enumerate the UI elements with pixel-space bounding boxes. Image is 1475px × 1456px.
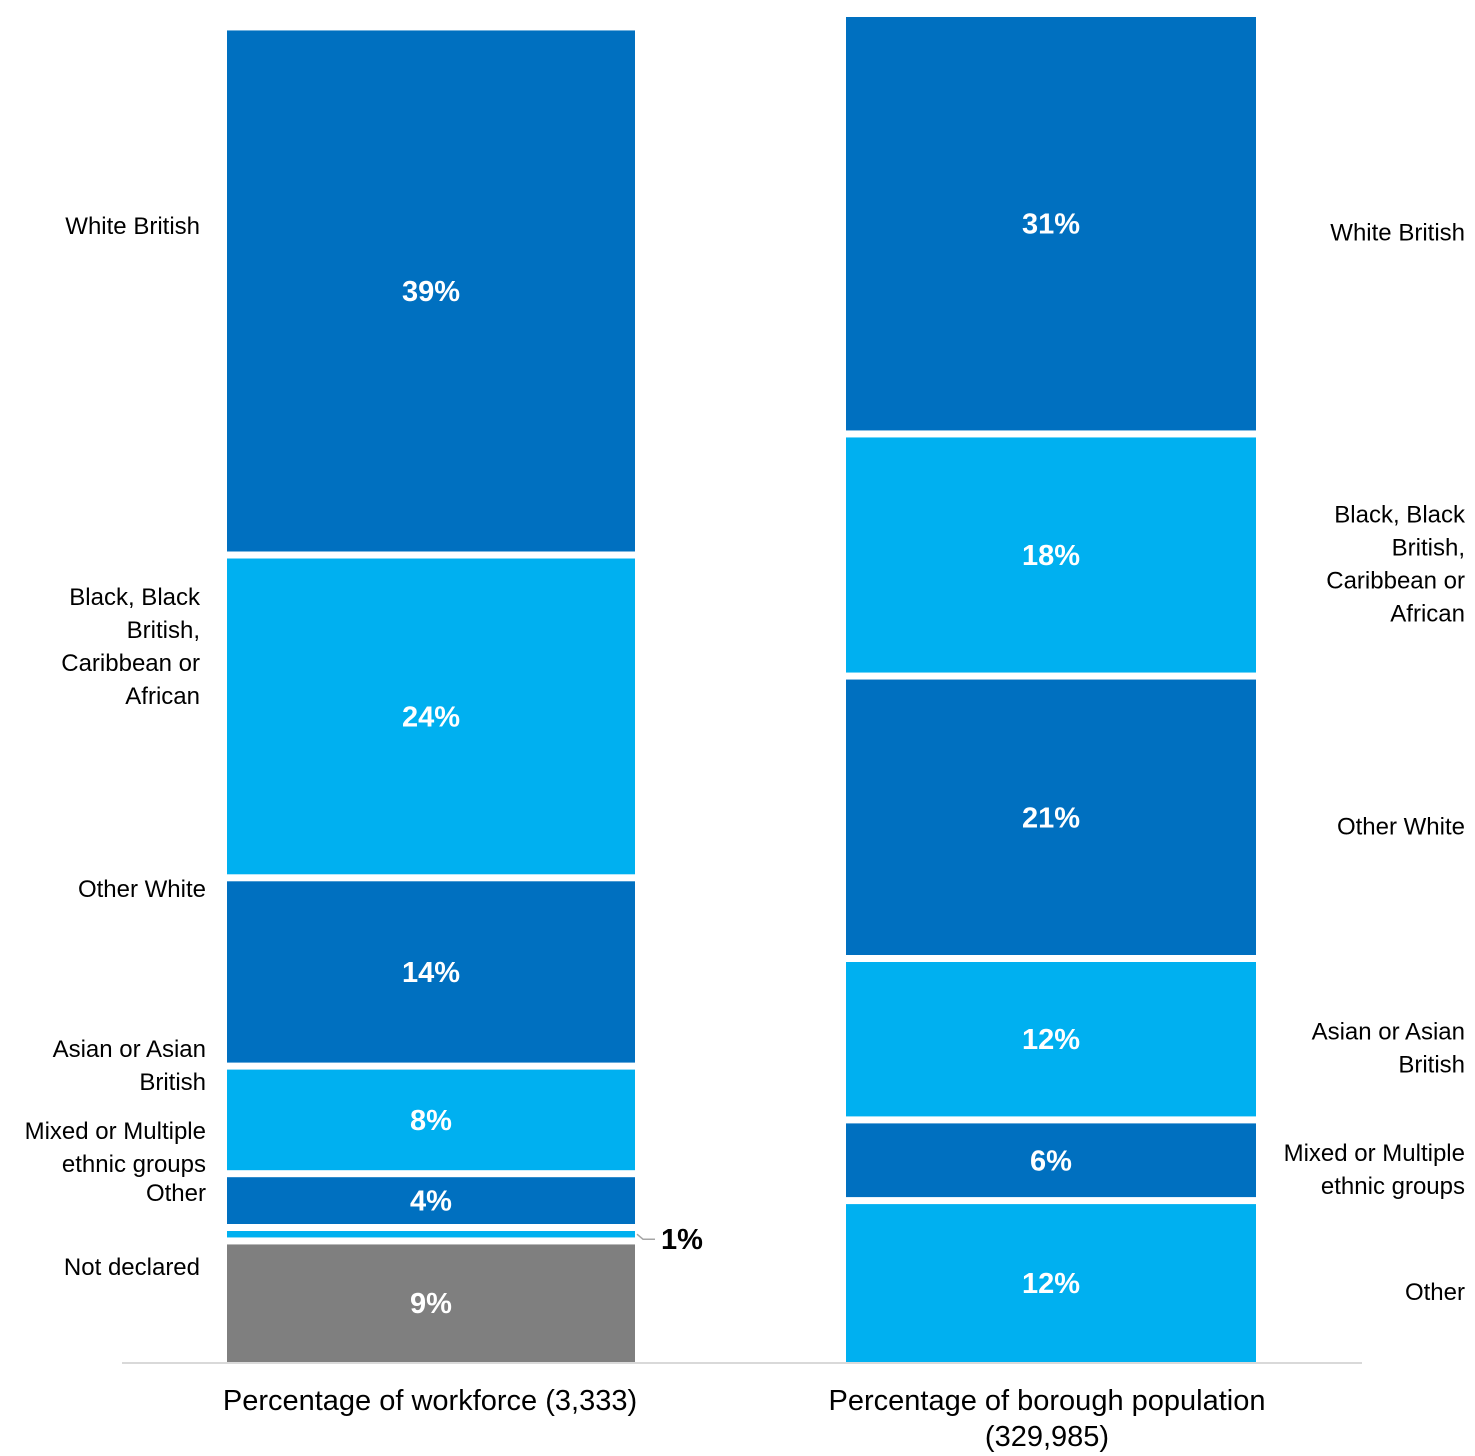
data-label-2-white-british: 31% bbox=[1022, 209, 1080, 241]
segment-name-1-asian-or-asian-british-line1: Asian or Asian bbox=[53, 1036, 206, 1063]
segment-name-1-other-line1: Other bbox=[146, 1180, 206, 1207]
segment-name-2-black-black-british-caribbean-or-african-line2: British, bbox=[1392, 535, 1465, 562]
category-axis-labels: Percentage of workforce (3,333) Percenta… bbox=[223, 1385, 1266, 1453]
bar-segment-2-other-white bbox=[846, 679, 1256, 955]
segment-name-2-other-line1: Other bbox=[1405, 1279, 1465, 1306]
data-label-1-other: 1% bbox=[661, 1224, 703, 1256]
segment-name-1-asian-or-asian-british-line2: British bbox=[139, 1069, 206, 1096]
bar-segment-1-not-declared bbox=[227, 1244, 635, 1362]
data-label-1-black-black-british-caribbean-or-african: 24% bbox=[402, 701, 460, 733]
bar-segment-2-asian-or-asian-british bbox=[846, 962, 1256, 1117]
data-label-2-black-black-british-caribbean-or-african: 18% bbox=[1022, 540, 1080, 572]
segment-name-1-other-white-line1: Other White bbox=[78, 876, 206, 903]
segment-name-1-black-black-british-caribbean-or-african-line1: Black, Black bbox=[69, 584, 201, 611]
segment-name-2-asian-or-asian-british-line2: British bbox=[1398, 1052, 1465, 1079]
bar-segment-1-black-black-british-caribbean-or-african bbox=[227, 558, 635, 875]
segment-name-2-black-black-british-caribbean-or-african-line1: Black, Black bbox=[1334, 502, 1466, 529]
segment-name-1-black-black-british-caribbean-or-african-line4: African bbox=[125, 683, 200, 710]
segment-name-2-mixed-or-multiple-ethnic-groups-line1: Mixed or Multiple bbox=[1284, 1140, 1465, 1167]
segment-name-2-black-black-british-caribbean-or-african-line3: Caribbean or bbox=[1326, 568, 1465, 595]
data-label-2-asian-or-asian-british: 12% bbox=[1022, 1024, 1080, 1056]
callout-leader-1-other bbox=[636, 1233, 655, 1240]
bar-segment-1-white-british bbox=[227, 30, 635, 552]
category-label-borough-line1: Percentage of borough population bbox=[829, 1385, 1266, 1417]
data-label-1-mixed-or-multiple-ethnic-groups: 4% bbox=[410, 1186, 452, 1218]
data-label-1-asian-or-asian-british: 8% bbox=[410, 1105, 452, 1137]
data-label-2-other: 12% bbox=[1022, 1268, 1080, 1300]
bar-segment-2-mixed-or-multiple-ethnic-groups bbox=[846, 1123, 1256, 1198]
bar-segment-2-black-black-british-caribbean-or-african bbox=[846, 437, 1256, 673]
segment-name-2-other-white-line1: Other White bbox=[1337, 813, 1465, 840]
segment-name-1-mixed-or-multiple-ethnic-groups-line1: Mixed or Multiple bbox=[25, 1118, 206, 1145]
segment-name-2-white-british-line1: White British bbox=[1330, 220, 1465, 247]
segment-name-2-mixed-or-multiple-ethnic-groups-line2: ethnic groups bbox=[1321, 1173, 1465, 1200]
segment-name-1-not-declared-line1: Not declared bbox=[64, 1254, 200, 1281]
category-label-workforce: Percentage of workforce (3,333) bbox=[223, 1385, 637, 1417]
bar-segment-1-other bbox=[227, 1231, 635, 1238]
segment-name-1-black-black-british-caribbean-or-african-line2: British, bbox=[127, 617, 200, 644]
segment-name-2-black-black-british-caribbean-or-african-line4: African bbox=[1390, 601, 1465, 628]
bar-segment-2-other bbox=[846, 1204, 1256, 1362]
data-label-1-not-declared: 9% bbox=[410, 1288, 452, 1320]
segment-name-1-black-black-british-caribbean-or-african-line3: Caribbean or bbox=[61, 650, 200, 677]
data-label-1-other-white: 14% bbox=[402, 957, 460, 989]
category-label-borough-line2: (329,985) bbox=[985, 1421, 1109, 1453]
bar-segment-2-white-british bbox=[846, 17, 1256, 431]
segment-name-1-white-british-line1: White British bbox=[65, 213, 200, 240]
bar-segment-1-asian-or-asian-british bbox=[227, 1069, 635, 1171]
segment-name-1-mixed-or-multiple-ethnic-groups-line2: ethnic groups bbox=[62, 1151, 206, 1178]
segment-name-2-asian-or-asian-british-line1: Asian or Asian bbox=[1312, 1019, 1465, 1046]
data-label-2-mixed-or-multiple-ethnic-groups: 6% bbox=[1030, 1145, 1072, 1177]
data-label-1-white-british: 39% bbox=[402, 276, 460, 308]
bar-segment-1-other-white bbox=[227, 881, 635, 1063]
data-label-2-other-white: 21% bbox=[1022, 802, 1080, 834]
bar-segment-1-mixed-or-multiple-ethnic-groups bbox=[227, 1177, 635, 1224]
plot-area: 39% White British 24% Black, Black British, C… bbox=[25, 17, 1466, 1362]
